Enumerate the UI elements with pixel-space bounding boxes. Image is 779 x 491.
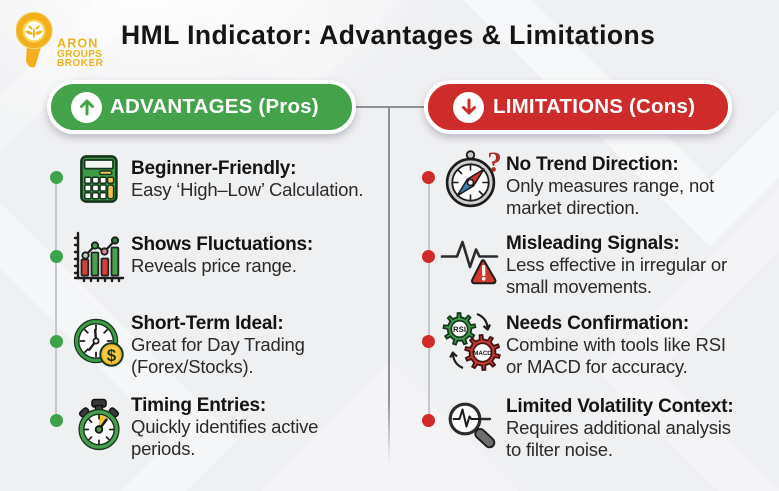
svg-text:MACD: MACD <box>473 350 492 357</box>
svg-text:ARON: ARON <box>57 37 98 51</box>
svg-text:BROKER: BROKER <box>57 58 104 69</box>
svg-text:RSI: RSI <box>453 325 466 334</box>
svg-text:GROUPS: GROUPS <box>57 49 102 60</box>
svg-text:$: $ <box>107 346 117 365</box>
svg-text:?: ? <box>487 147 502 179</box>
